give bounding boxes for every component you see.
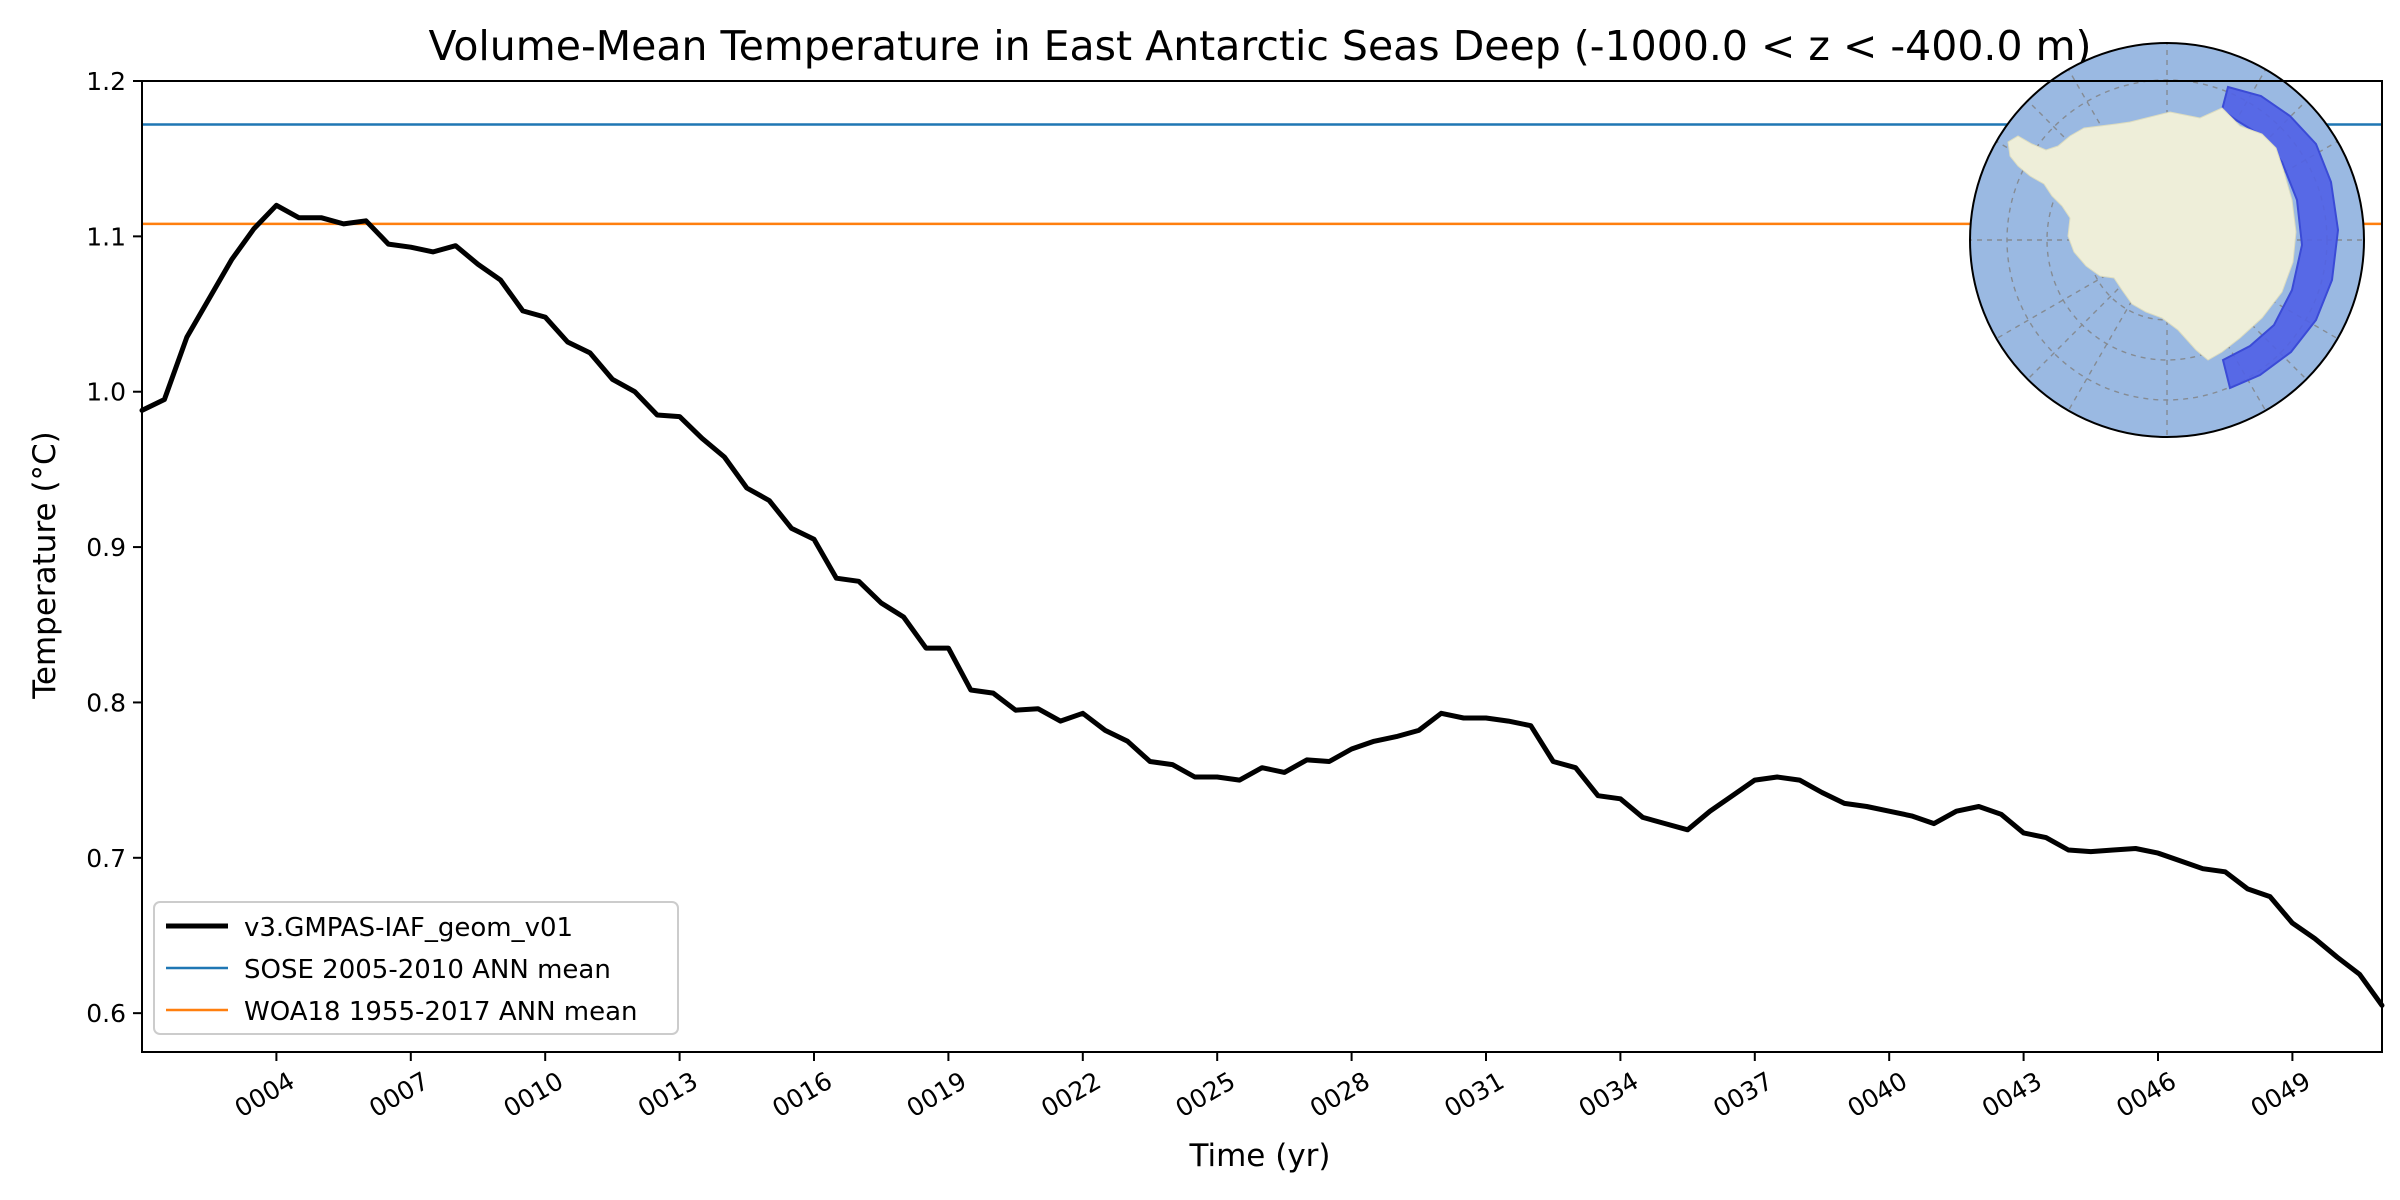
legend-label-sose: SOSE 2005-2010 ANN mean <box>244 955 611 985</box>
x-tick-label: 0019 <box>902 1066 972 1123</box>
x-tick-label: 0046 <box>2111 1066 2181 1123</box>
x-tick-label: 0034 <box>1574 1066 1644 1123</box>
series-layer <box>139 202 2385 1008</box>
map-antarctica <box>2007 107 2297 361</box>
y-tick-label: 1.0 <box>86 378 126 407</box>
x-tick-label: 0004 <box>230 1066 300 1123</box>
x-tick-label: 0037 <box>1708 1066 1778 1123</box>
x-tick-label: 0013 <box>633 1066 703 1123</box>
antarctic-region-map <box>1969 42 2365 438</box>
x-tick-label: 0007 <box>364 1066 434 1123</box>
x-tick-label: 0043 <box>1977 1066 2047 1123</box>
legend-label-woa18: WOA18 1955-2017 ANN mean <box>244 997 638 1027</box>
x-tick-label: 0049 <box>2246 1066 2316 1123</box>
y-tick-label: 0.7 <box>86 844 126 873</box>
legend-label-model: v3.GMPAS-IAF_geom_v01 <box>244 913 573 943</box>
x-tick-label: 0040 <box>1843 1066 1913 1123</box>
y-tick-label: 1.1 <box>86 222 126 251</box>
chart-title: Volume-Mean Temperature in East Antarcti… <box>428 22 2091 70</box>
x-tick-label: 0025 <box>1171 1066 1241 1123</box>
x-tick-label: 0028 <box>1305 1066 1375 1123</box>
x-tick-label: 0010 <box>499 1066 569 1123</box>
y-tick-label: 1.2 <box>86 67 126 96</box>
x-tick-label: 0022 <box>1036 1066 1106 1123</box>
legend: v3.GMPAS-IAF_geom_v01 SOSE 2005-2010 ANN… <box>153 901 679 1035</box>
x-tick-label: 0031 <box>1439 1066 1509 1123</box>
axes-frame <box>141 80 2383 1053</box>
x-tick-label: 0016 <box>767 1066 837 1123</box>
y-tick-label: 0.6 <box>86 999 126 1028</box>
y-tick-label: 0.8 <box>86 688 126 717</box>
x-axis-label: Time (yr) <box>1189 1138 1331 1174</box>
y-tick-label: 0.9 <box>86 533 126 562</box>
map-border <box>1969 42 2365 438</box>
legend-box <box>153 901 679 1035</box>
series-line-model <box>139 202 2385 1008</box>
y-axis-label: Temperature (°C) <box>27 431 63 700</box>
